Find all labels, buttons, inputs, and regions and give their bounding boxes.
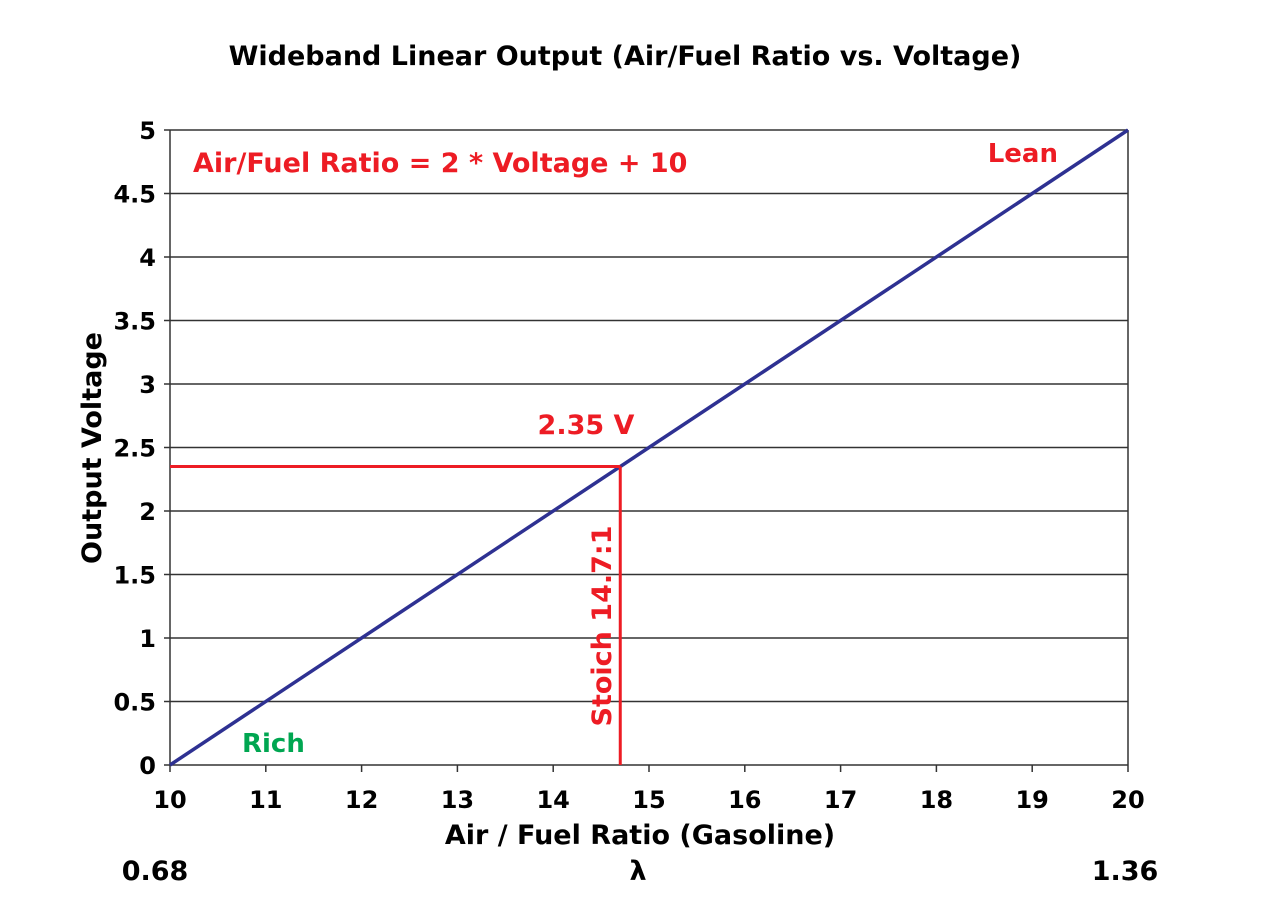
chart-title: Wideband Linear Output (Air/Fuel Ratio v… [229,41,1022,72]
rich-label: Rich [242,729,305,759]
series-layer [169,128,1129,767]
lambda-min-label: 0.68 [122,856,189,887]
y-tick-label: 1.5 [113,562,156,590]
grid-layer [164,129,1129,772]
formula-annotation: Air/Fuel Ratio = 2 * Voltage + 10 [193,148,687,179]
y-tick-label: 4 [139,244,156,272]
y-tick-label: 5 [139,117,156,145]
x-tick-label: 12 [345,786,378,814]
x-tick-label: 18 [920,786,953,814]
x-tick-label: 19 [1015,786,1048,814]
y-tick-label: 2 [139,498,156,526]
y-tick-label: 4.5 [113,181,156,209]
lean-label: Lean [988,139,1058,169]
lambda-max-label: 1.36 [1092,856,1159,887]
y-tick-label: 1 [139,625,156,653]
y-tick-label: 2.5 [113,435,156,463]
y-axis-label: Output Voltage [77,332,108,564]
x-axis-label: Air / Fuel Ratio (Gasoline) [445,820,835,851]
lambda-symbol: λ [629,856,646,887]
x-tick-label: 15 [632,786,665,814]
stoich-label: Stoich 14.7:1 [587,526,618,727]
voltage-marker-label: 2.35 V [538,410,635,441]
y-tick-label: 3 [139,371,156,399]
x-tick-label: 10 [153,786,186,814]
x-tick-label: 13 [441,786,474,814]
x-tick-label: 20 [1111,786,1144,814]
x-tick-label: 16 [728,786,761,814]
x-tick-label: 14 [536,786,569,814]
y-tick-label: 3.5 [113,308,156,336]
y-tick-label: 0 [139,752,156,780]
y-tick-label: 0.5 [113,689,156,717]
x-tick-label: 11 [249,786,282,814]
series-line [169,128,1129,767]
y-tick-labels: 0 0.5 1 1.5 2 2.5 3 3.5 4 4.5 5 [113,117,156,780]
stoich-marker [170,465,622,765]
x-tick-labels: 10 11 12 13 14 15 16 17 18 19 20 [153,786,1144,814]
x-tick-label: 17 [824,786,857,814]
